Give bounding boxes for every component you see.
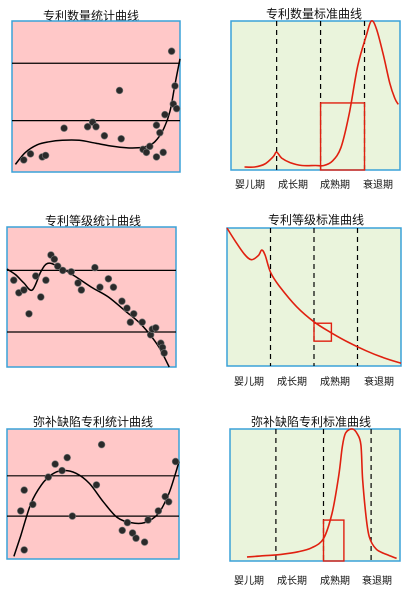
data-point — [152, 153, 161, 161]
data-point — [138, 318, 146, 326]
standard-curve — [246, 428, 397, 560]
stage-label-infant: 婴儿期 — [234, 377, 264, 388]
data-point — [126, 318, 135, 326]
data-point — [29, 500, 37, 509]
data-point — [156, 129, 164, 137]
data-point — [164, 498, 173, 506]
stage-label-growth: 成长期 — [278, 180, 308, 191]
data-point — [152, 324, 160, 332]
data-point — [20, 486, 28, 494]
data-point — [161, 492, 169, 501]
data-point — [161, 110, 169, 119]
data-point — [53, 262, 62, 270]
data-point — [142, 148, 151, 157]
data-point — [50, 255, 59, 263]
data-point — [115, 86, 124, 95]
data-point — [20, 156, 28, 164]
data-point — [32, 272, 40, 280]
data-point — [132, 534, 140, 542]
standard-curve — [244, 19, 399, 169]
chart-title-defect-fix-standard: 弥补缺陷专利标准曲线 — [250, 415, 371, 429]
data-point — [10, 276, 18, 284]
chart-title-patent-grade-standard: 专利等级标准曲线 — [267, 213, 364, 227]
stage-label-decline: 衰退期 — [363, 180, 393, 191]
data-point — [171, 82, 179, 90]
data-point — [42, 276, 50, 284]
data-point — [144, 516, 152, 524]
highlight-box — [313, 322, 333, 342]
data-point — [117, 135, 125, 143]
data-point — [41, 151, 50, 160]
data-point — [91, 263, 99, 272]
data-point — [167, 47, 176, 55]
data-point — [26, 150, 35, 158]
data-point — [160, 349, 168, 357]
trend-curve — [6, 262, 170, 368]
data-point — [123, 304, 131, 312]
data-point — [96, 283, 104, 291]
data-point — [97, 440, 106, 449]
stage-label-mature: 成熟期 — [320, 576, 350, 587]
plot-area — [6, 226, 177, 368]
data-point — [146, 142, 154, 151]
data-point — [152, 121, 161, 129]
stage-label-decline: 衰退期 — [364, 377, 394, 388]
data-point — [118, 526, 126, 535]
chart-title-patent-count-stats: 专利数量统计曲线 — [42, 9, 139, 23]
stage-label-infant: 婴儿期 — [235, 180, 265, 191]
stage-label-growth: 成长期 — [277, 576, 307, 587]
stage-label-mature: 成熟期 — [320, 377, 350, 388]
data-point — [60, 124, 68, 132]
stage-label-decline: 衰退期 — [362, 576, 392, 587]
data-point — [140, 538, 149, 546]
standard-curve — [226, 227, 402, 364]
data-point — [59, 266, 67, 275]
plot-area — [230, 20, 401, 171]
highlight-box — [322, 519, 345, 562]
data-point — [63, 453, 71, 462]
chart-title-patent-count-standard: 专利数量标准曲线 — [265, 7, 362, 21]
data-point — [109, 283, 118, 291]
data-point — [171, 457, 180, 466]
data-point — [159, 148, 167, 157]
data-point — [37, 293, 45, 301]
data-point — [83, 122, 92, 131]
data-point — [17, 507, 25, 515]
data-point — [67, 268, 75, 276]
data-point — [20, 286, 28, 294]
plot-area — [229, 428, 401, 562]
trend-curve — [13, 461, 180, 557]
data-point — [44, 473, 52, 481]
chart-title-defect-fix-stats: 弥补缺陷专利统计曲线 — [32, 415, 153, 429]
stage-label-infant: 婴儿期 — [234, 576, 264, 587]
data-point — [123, 518, 132, 527]
highlight-box — [319, 102, 366, 171]
data-point — [77, 286, 86, 294]
data-point — [25, 310, 33, 318]
data-point — [68, 512, 77, 520]
data-point — [58, 466, 66, 475]
data-point — [20, 546, 28, 554]
data-point — [130, 310, 138, 318]
data-point — [92, 122, 100, 131]
data-point — [92, 481, 101, 489]
stage-label-growth: 成长期 — [277, 377, 307, 388]
data-point — [172, 104, 181, 113]
data-point — [51, 460, 59, 468]
stage-label-mature: 成熟期 — [320, 180, 350, 191]
data-point — [154, 507, 163, 515]
data-point — [118, 297, 126, 305]
data-point — [100, 132, 109, 140]
trend-curve — [14, 58, 181, 165]
data-point — [104, 275, 113, 283]
data-point — [128, 529, 137, 537]
chart-title-patent-grade-stats: 专利等级统计曲线 — [44, 214, 141, 228]
data-point — [74, 279, 82, 287]
